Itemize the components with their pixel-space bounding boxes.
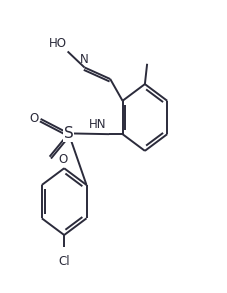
Text: O: O	[59, 153, 68, 166]
Text: N: N	[80, 53, 89, 66]
Text: HN: HN	[89, 118, 107, 131]
Text: O: O	[29, 113, 38, 125]
Text: S: S	[64, 126, 74, 141]
Text: Cl: Cl	[58, 255, 70, 268]
Text: HO: HO	[49, 37, 67, 50]
